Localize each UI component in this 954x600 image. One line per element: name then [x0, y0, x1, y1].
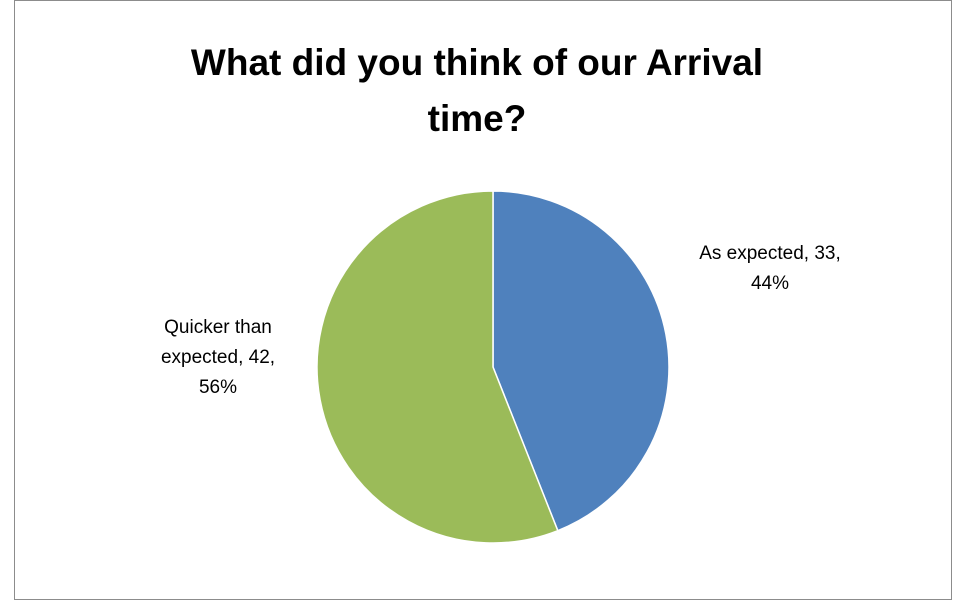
data-label-quicker-than-expected: Quicker than expected, 42, 56% [118, 313, 318, 403]
data-label-line: Quicker than [164, 317, 272, 338]
data-label-line: 44% [750, 273, 790, 294]
data-label-line: expected, 42, [160, 347, 276, 368]
data-label-line: 56% [198, 377, 238, 398]
data-label-line: As expected, 33, [699, 243, 841, 264]
pie-slice-as-expected [492, 190, 670, 532]
pie-chart [316, 190, 670, 544]
data-label-as-expected: As expected, 33, 44% [670, 239, 870, 299]
pie-slice-quicker-than-expected [316, 190, 559, 544]
chart-title: What did you think of our Arrival time? [190, 42, 764, 139]
